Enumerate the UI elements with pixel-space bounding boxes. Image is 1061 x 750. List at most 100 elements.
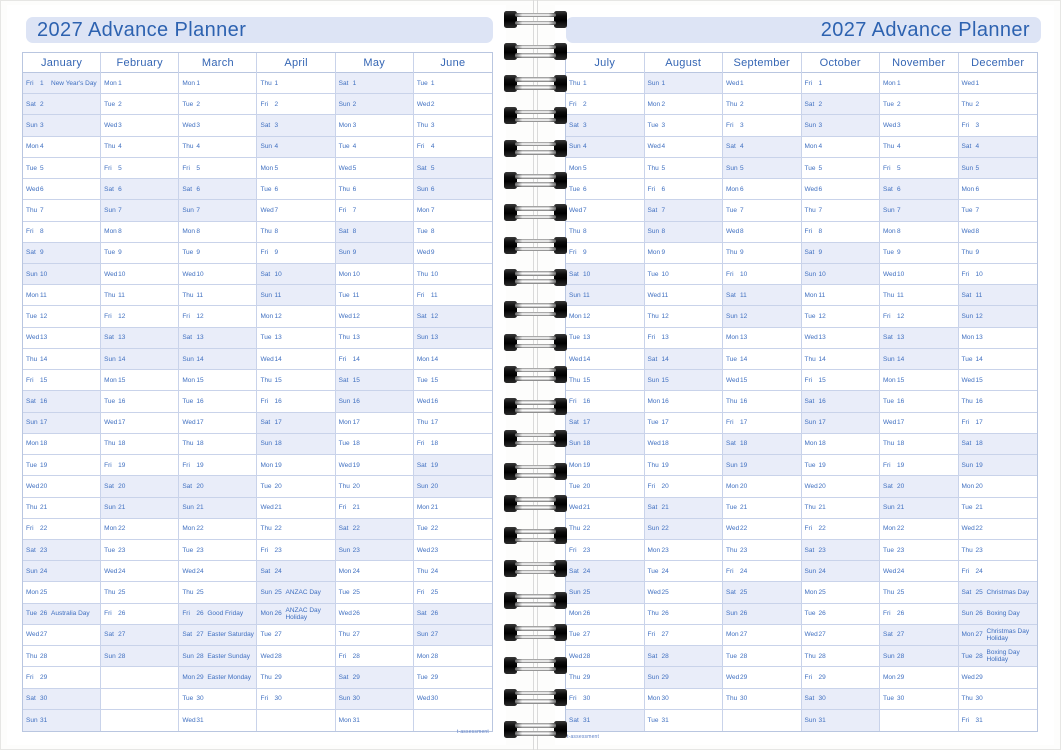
weekday-label: Sat bbox=[726, 291, 736, 299]
weekday-label: Sun bbox=[260, 291, 273, 299]
day-cell: Wed 17 bbox=[179, 413, 257, 434]
day-cell: Thu 22 bbox=[257, 519, 335, 540]
day-cell: Wed 28 bbox=[257, 646, 335, 668]
day-cell: Sat 18 bbox=[723, 433, 801, 456]
weekday-label: Sun bbox=[26, 419, 38, 427]
holiday-label: New Year's Day bbox=[51, 79, 97, 87]
day-number: 13 bbox=[352, 334, 360, 342]
day-cell: Sun 15 bbox=[644, 370, 722, 392]
ring-wire bbox=[515, 206, 556, 211]
weekday-label: Thu bbox=[569, 79, 581, 87]
day-cell: Mon 22 bbox=[101, 519, 179, 540]
ring-wire bbox=[515, 473, 556, 478]
day-cell: Fri 3 bbox=[723, 115, 801, 137]
day-number: 4 bbox=[740, 143, 744, 151]
month-header: July bbox=[566, 53, 644, 73]
day-cell: Fri 1 bbox=[801, 73, 879, 95]
day-number: 18 bbox=[118, 440, 126, 448]
day-number: 21 bbox=[661, 504, 669, 512]
day-cell: Sun 27 bbox=[413, 624, 492, 647]
day-number: 25 bbox=[818, 589, 826, 597]
weekday-label: Tue bbox=[182, 546, 194, 554]
day-cell: Mon 14 bbox=[413, 349, 492, 371]
ring-wire bbox=[515, 529, 556, 534]
day-cell: Wed 17 bbox=[880, 413, 958, 434]
day-cell: Thu 26 bbox=[644, 604, 722, 625]
day-cell: Wed 14 bbox=[257, 349, 335, 371]
day-number: 24 bbox=[274, 567, 282, 575]
weekday-label: Thu bbox=[726, 695, 738, 703]
day-cell: Sun 31 bbox=[23, 709, 101, 731]
day-number: 25 bbox=[352, 589, 360, 597]
day-number: 9 bbox=[740, 249, 744, 257]
day-number: 7 bbox=[583, 206, 587, 214]
holiday-label: Christmas Day bbox=[986, 589, 1030, 597]
day-number: 6 bbox=[818, 185, 823, 193]
empty-cell bbox=[257, 710, 334, 731]
weekday-label: Fri bbox=[961, 419, 970, 427]
weekday-label: Thu bbox=[726, 546, 738, 554]
day-number: 8 bbox=[818, 228, 823, 236]
day-number: 11 bbox=[818, 291, 826, 299]
day-cell: Tue 6 bbox=[566, 179, 644, 201]
day-cell: Thu 3 bbox=[413, 115, 492, 137]
weekday-label: Thu bbox=[104, 291, 116, 299]
weekday-label: Wed bbox=[182, 716, 196, 724]
day-cell: Fri 1 New Year's Day bbox=[23, 73, 101, 95]
day-cell: Tue 29 bbox=[413, 667, 492, 689]
day-cell: Sat 23 bbox=[801, 539, 879, 562]
weekday-label: Sun bbox=[260, 143, 273, 151]
day-number: 11 bbox=[40, 291, 47, 299]
day-cell: Thu 11 bbox=[179, 285, 257, 307]
ring-wire bbox=[515, 602, 556, 607]
day-cell: Fri 13 bbox=[644, 328, 722, 349]
day-cell: Tue 19 bbox=[801, 455, 879, 477]
ring-wire bbox=[515, 505, 556, 510]
day-cell: Fri 26 bbox=[101, 604, 179, 625]
weekday-label: Mon bbox=[182, 79, 195, 87]
day-cell: Tue 17 bbox=[644, 413, 722, 434]
weekday-label: Sun bbox=[569, 440, 581, 448]
weekday-label: Thu bbox=[416, 419, 429, 427]
day-number: 19 bbox=[975, 461, 983, 469]
weekday-label: Mon bbox=[883, 376, 896, 384]
day-cell: Mon 15 bbox=[880, 370, 958, 392]
ring-wire bbox=[515, 214, 556, 220]
day-number: 3 bbox=[818, 122, 823, 130]
day-number: 21 bbox=[818, 504, 826, 512]
day-number: 9 bbox=[975, 249, 980, 257]
weekday-label: Mon bbox=[416, 504, 430, 512]
day-cell: Tue 14 bbox=[958, 349, 1037, 371]
day-number: 27 bbox=[740, 631, 748, 639]
day-cell: Mon 17 bbox=[335, 413, 413, 434]
day-cell: Sat 16 bbox=[23, 391, 101, 413]
weekday-label: Wed bbox=[26, 631, 40, 639]
day-number: 2 bbox=[430, 100, 435, 108]
ring-wire bbox=[515, 109, 556, 115]
weekday-label: Fri bbox=[338, 206, 347, 214]
day-number: 3 bbox=[196, 122, 200, 130]
weekday-label: Thu bbox=[104, 440, 116, 448]
weekday-label: Thu bbox=[569, 376, 581, 384]
day-number: 18 bbox=[352, 440, 360, 448]
weekday-label: Fri bbox=[104, 313, 112, 321]
day-cell: Thu 29 bbox=[566, 667, 644, 689]
day-number: 24 bbox=[430, 567, 439, 575]
weekday-label: Sat bbox=[804, 249, 815, 257]
weekday-label: Wed bbox=[569, 652, 583, 660]
weekday-label: Wed bbox=[883, 419, 897, 427]
day-number: 6 bbox=[196, 185, 200, 193]
day-number: 20 bbox=[430, 482, 439, 490]
day-cell: Sun 7 bbox=[179, 200, 257, 222]
day-cell: Tue 30 bbox=[880, 689, 958, 710]
weekday-label: Mon bbox=[804, 440, 818, 448]
day-cell: Wed 27 bbox=[23, 625, 101, 647]
weekday-label: Sun bbox=[726, 164, 738, 172]
day-number: 30 bbox=[975, 695, 983, 703]
day-number: 11 bbox=[583, 291, 590, 299]
day-cell: Thu 18 bbox=[880, 434, 958, 456]
weekday-label: Mon bbox=[182, 525, 195, 533]
day-cell: Mon 6 bbox=[958, 179, 1037, 201]
day-number: 15 bbox=[661, 376, 669, 384]
